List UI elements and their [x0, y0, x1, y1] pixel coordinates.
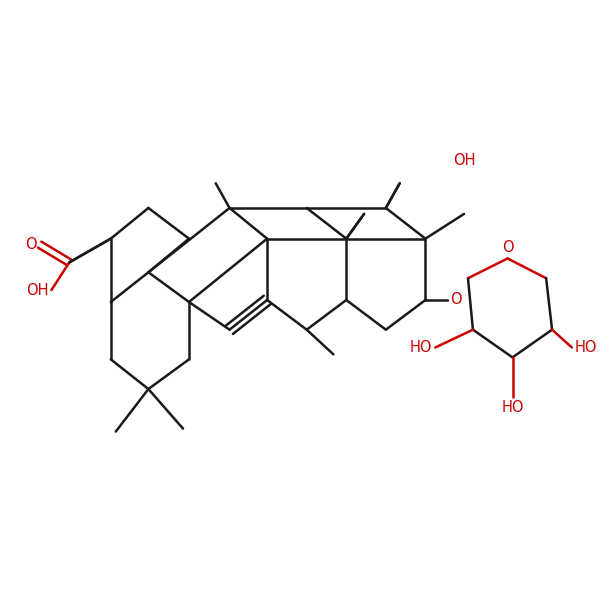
- Text: O: O: [502, 241, 514, 256]
- Text: O: O: [450, 292, 462, 307]
- Text: HO: HO: [410, 340, 433, 355]
- Text: O: O: [25, 237, 37, 252]
- Text: HO: HO: [575, 340, 598, 355]
- Text: HO: HO: [501, 400, 524, 415]
- Text: OH: OH: [26, 283, 49, 298]
- Text: OH: OH: [453, 154, 475, 169]
